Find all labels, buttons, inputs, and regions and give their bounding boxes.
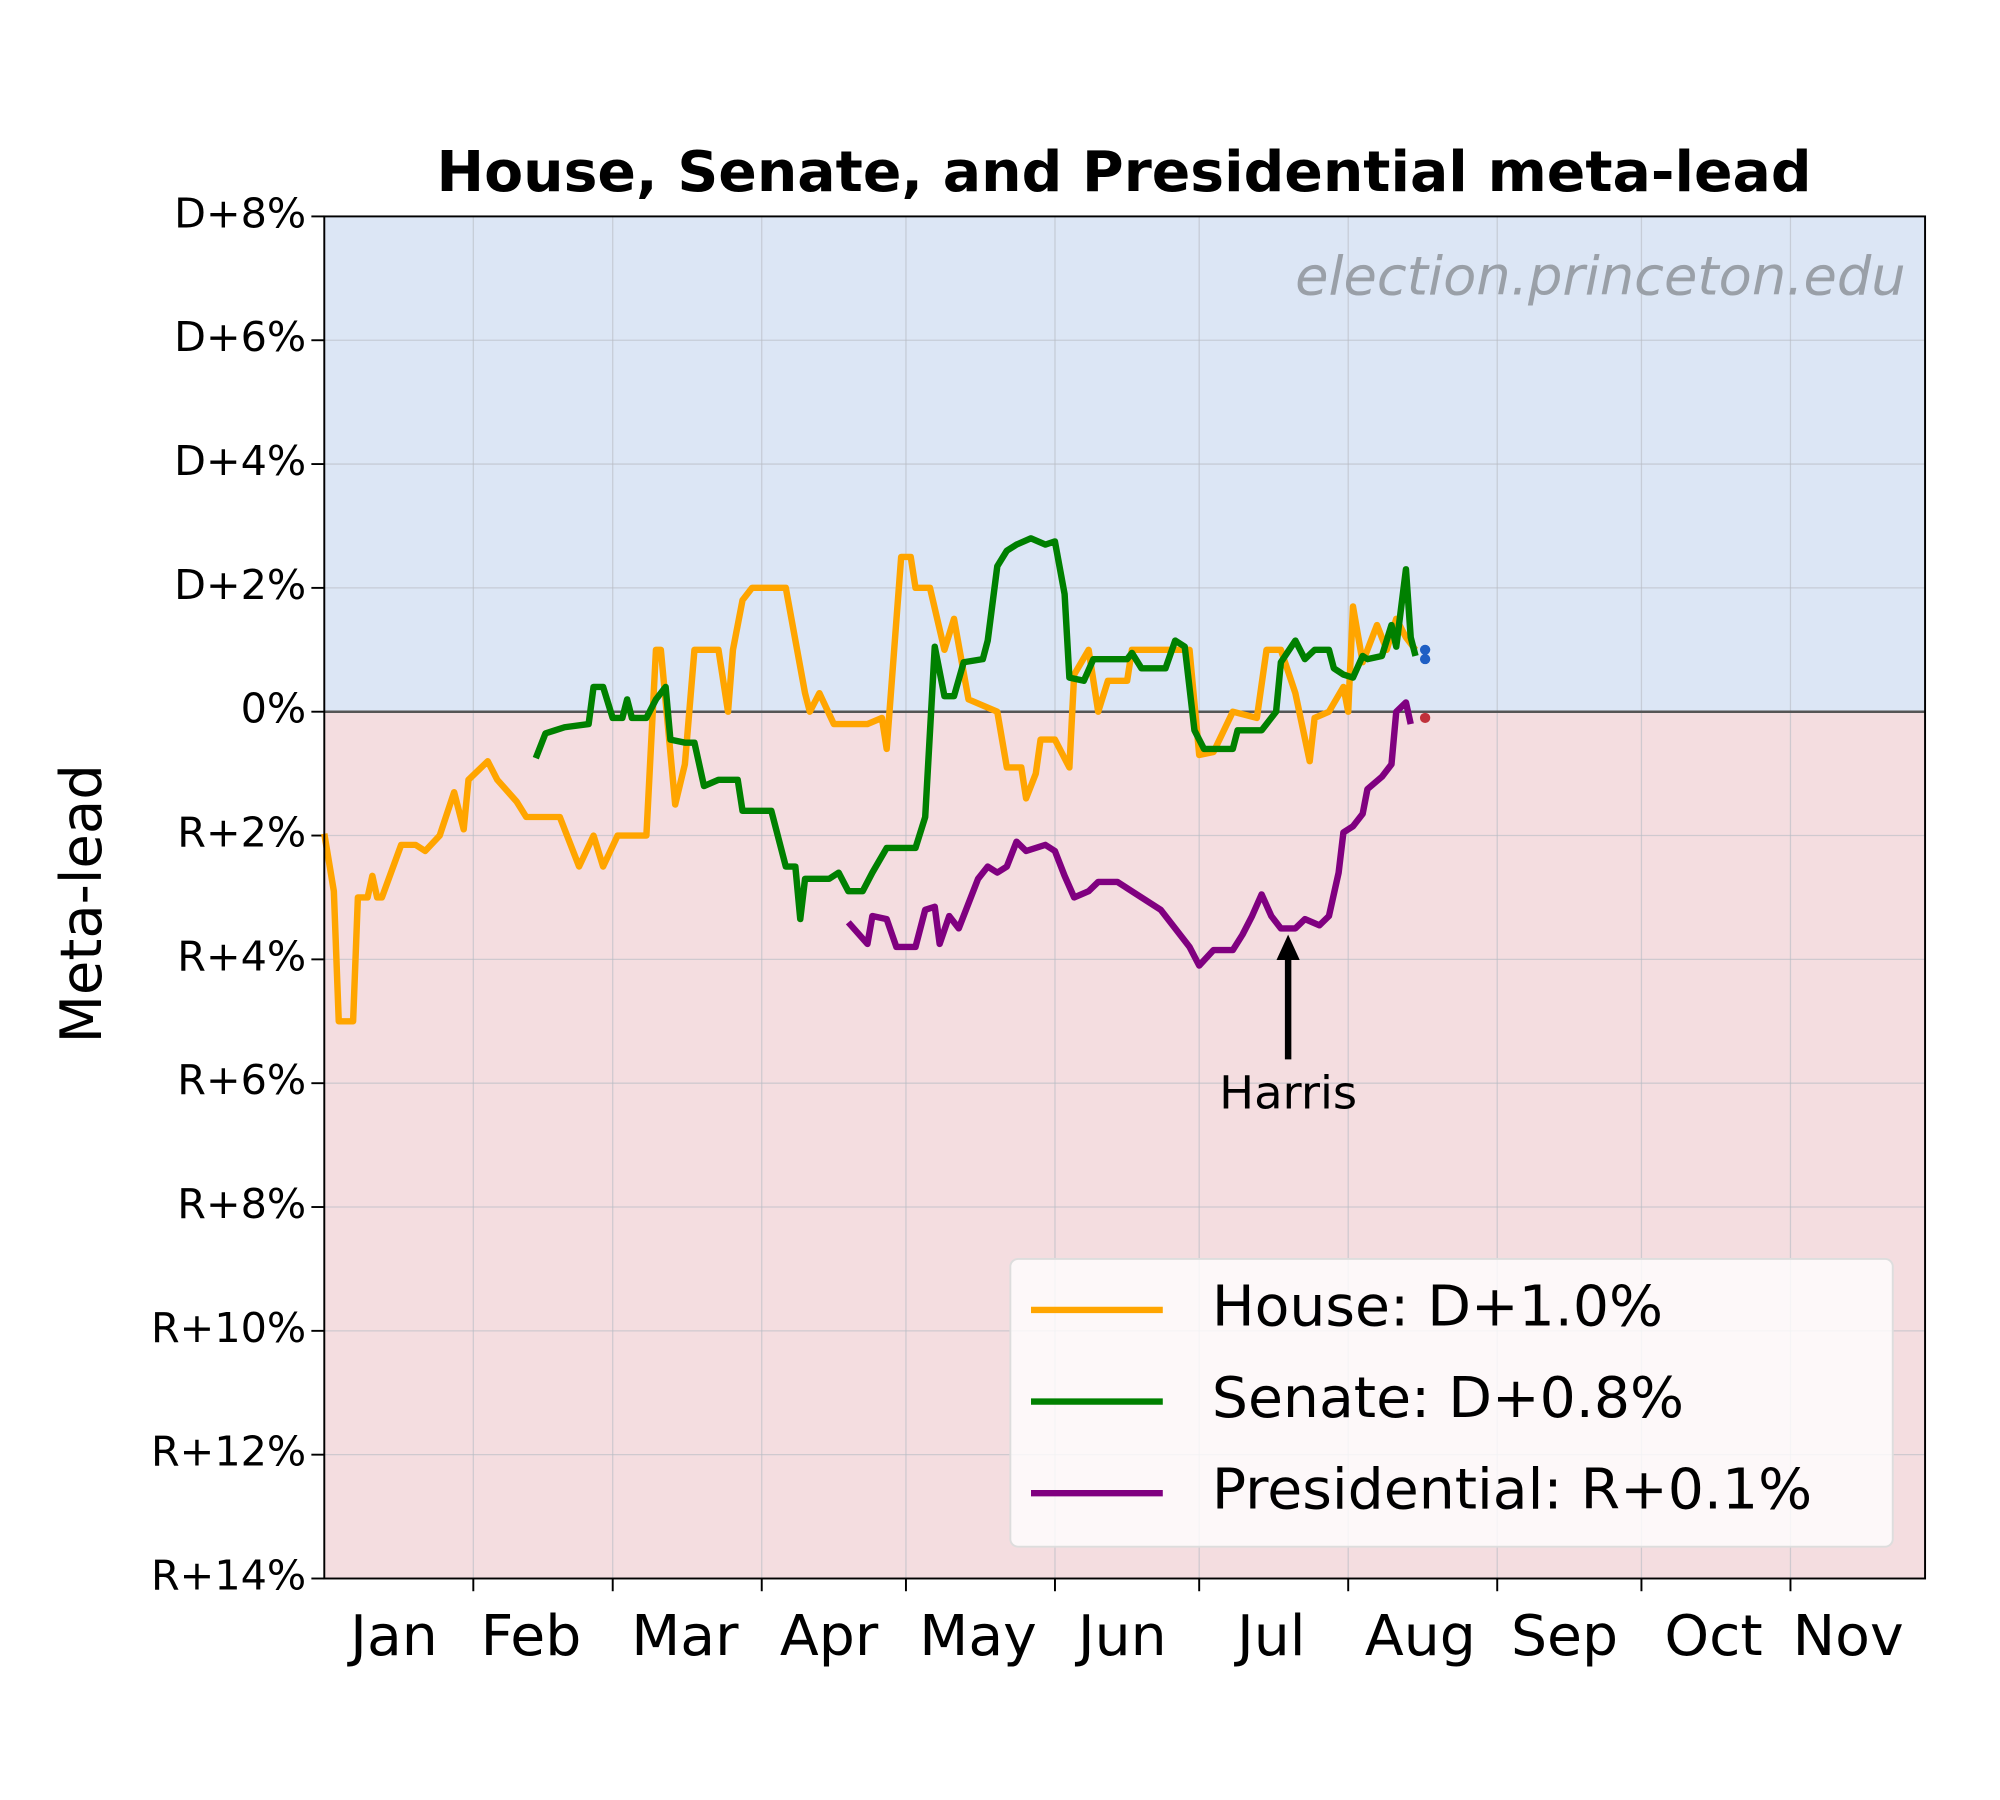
x-tick-label: Mar: [631, 1604, 739, 1669]
y-tick-label: R+10%: [151, 1304, 306, 1352]
legend-box: [1009, 1258, 1894, 1548]
y-tick-label: D+4%: [174, 437, 306, 485]
end-marker: [1419, 712, 1431, 723]
y-axis-label: Meta-lead: [50, 764, 115, 1043]
series-line: [321, 553, 1419, 1025]
x-tick-label: Jun: [1075, 1604, 1167, 1669]
x-tick-label: Oct: [1664, 1604, 1762, 1669]
series-line: [532, 535, 1419, 923]
axes-frame: [323, 215, 1927, 1580]
legend-label: House: D+1.0%: [1212, 1275, 1663, 1340]
annotation-arrowhead: [1276, 934, 1300, 961]
x-tick-label: Jan: [347, 1604, 438, 1669]
x-tick-label: Sep: [1511, 1604, 1618, 1669]
legend-label: Presidential: R+0.1%: [1212, 1458, 1812, 1523]
y-tick-label: D+2%: [174, 561, 306, 609]
y-tick-label: D+8%: [174, 190, 306, 238]
chart-title: House, Senate, and Presidential meta-lea…: [437, 141, 1812, 206]
y-tick-label: R+4%: [177, 933, 306, 981]
y-tick-label: R+2%: [177, 809, 306, 857]
x-tick-label: Jul: [1234, 1604, 1306, 1669]
end-marker: [1419, 644, 1431, 655]
x-tick-label: Aug: [1365, 1604, 1476, 1669]
y-tick-label: R+12%: [151, 1428, 306, 1476]
annotation-label: Harris: [1219, 1066, 1357, 1120]
x-tick-label: Nov: [1793, 1604, 1904, 1669]
y-tick-label: D+6%: [174, 313, 306, 361]
legend-label: Senate: D+0.8%: [1212, 1366, 1684, 1431]
x-tick-label: Apr: [780, 1604, 879, 1669]
y-tick-label: R+6%: [177, 1056, 306, 1104]
x-tick-label: May: [919, 1604, 1037, 1669]
y-tick-label: R+14%: [151, 1552, 306, 1600]
end-marker: [1419, 653, 1431, 665]
x-tick-label: Feb: [481, 1604, 582, 1669]
watermark: election.princeton.edu: [1295, 245, 1906, 308]
y-tick-label: R+8%: [177, 1180, 306, 1228]
y-tick-label: 0%: [241, 685, 307, 733]
series-line: [845, 699, 1414, 969]
